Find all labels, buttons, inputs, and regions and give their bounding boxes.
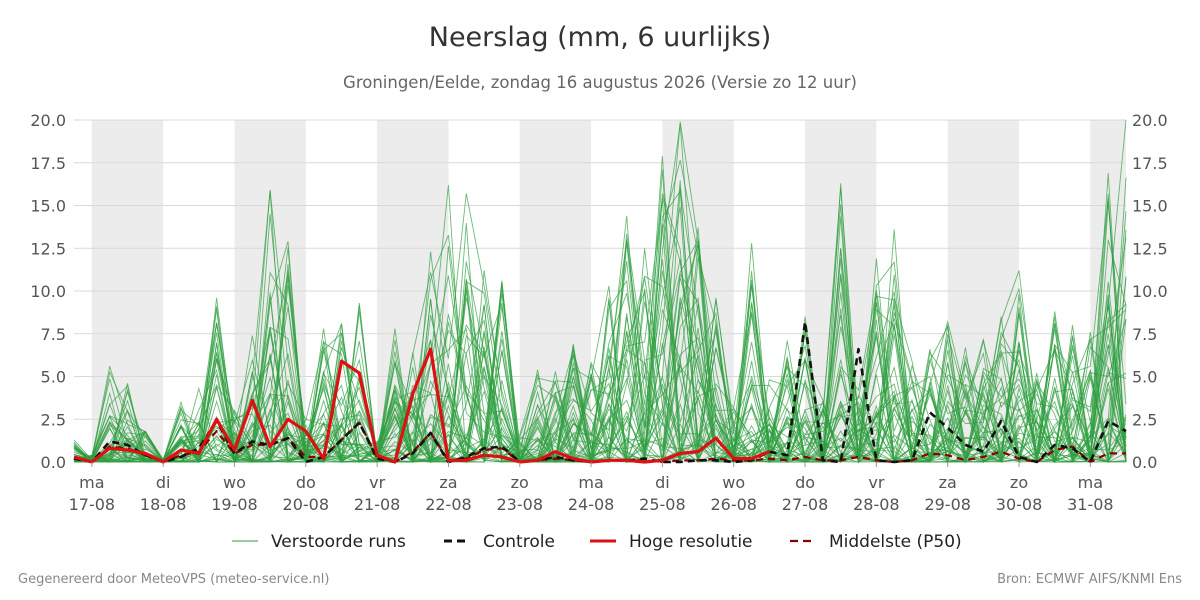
y-tick-label-right: 17.5	[1132, 154, 1168, 173]
series-line-hoge-resolutie	[73, 347, 770, 464]
x-tick-day: do	[795, 473, 815, 492]
main-lines	[73, 320, 1127, 464]
ensemble-member-line	[73, 278, 1127, 464]
y-tick-label-right: 12.5	[1132, 239, 1168, 258]
footer-source-note: Bron: ECMWF AIFS/KNMI Ens	[997, 572, 1182, 587]
x-tick-day: vr	[868, 473, 884, 492]
x-tick-date: 29-08	[924, 495, 971, 514]
y-tick-label-right: 15.0	[1132, 197, 1168, 216]
footer-generator-note: Gegenereerd door MeteoVPS (meteo-service…	[18, 572, 330, 587]
x-tick-day: vr	[369, 473, 385, 492]
x-tick-day: ma	[1078, 473, 1103, 492]
x-tick-date: 19-08	[211, 495, 258, 514]
x-tick-day: zo	[1010, 473, 1028, 492]
x-tick-date: 31-08	[1067, 495, 1114, 514]
y-tick-label-left: 0.0	[41, 453, 66, 472]
x-tick-day: zo	[511, 473, 529, 492]
chart-title: Neerslag (mm, 6 uurlijks)	[428, 22, 772, 53]
x-tick-day: ma	[578, 473, 603, 492]
x-tick-date: 20-08	[283, 495, 330, 514]
x-tick-date: 21-08	[354, 495, 401, 514]
ensemble-member-line	[73, 193, 1127, 464]
y-tick-label-right: 2.5	[1132, 410, 1157, 429]
legend-label: Middelste (P50)	[829, 532, 962, 552]
x-tick-day: wo	[722, 473, 745, 492]
legend-label: Verstoorde runs	[271, 532, 406, 552]
x-tick-day: wo	[223, 473, 246, 492]
x-tick-day: ma	[79, 473, 104, 492]
y-tick-label-left: 10.0	[30, 282, 66, 301]
series-line-middelste-p50	[73, 421, 1126, 464]
x-tick-date: 22-08	[425, 495, 472, 514]
ensemble-member-line	[73, 202, 1127, 463]
y-tick-label-right: 7.5	[1132, 325, 1157, 344]
x-tick-day: za	[939, 473, 957, 492]
ensemble-member-line	[73, 155, 1127, 463]
ensemble-member-line	[73, 177, 1127, 464]
x-tick-date: 24-08	[568, 495, 615, 514]
y-tick-label-right: 20.0	[1132, 111, 1168, 130]
ensemble-lines	[73, 119, 1127, 464]
legend-label: Controle	[483, 532, 555, 552]
x-tick-date: 25-08	[639, 495, 686, 514]
chart-subtitle: Groningen/Eelde, zondag 16 augustus 2026…	[343, 73, 857, 92]
y-tick-label-left: 20.0	[30, 111, 66, 130]
y-tick-label-left: 15.0	[30, 197, 66, 216]
x-tick-day: di	[655, 473, 670, 492]
axes: 0.0 0.0 2.5 2.5 5.0 5.0 7.5 7.5 10.0 10.0 12.5 12.5…	[30, 111, 1167, 514]
x-tick-date: 23-08	[497, 495, 544, 514]
x-tick-date: 30-08	[996, 495, 1043, 514]
x-tick-date: 27-08	[782, 495, 829, 514]
y-tick-label-left: 17.5	[30, 154, 66, 173]
y-tick-label-right: 0.0	[1132, 453, 1157, 472]
y-tick-label-left: 12.5	[30, 239, 66, 258]
x-tick-day: za	[439, 473, 457, 492]
y-tick-label-right: 5.0	[1132, 368, 1157, 387]
y-tick-label-left: 2.5	[41, 410, 66, 429]
y-tick-label-right: 10.0	[1132, 282, 1168, 301]
legend-label: Hoge resolutie	[629, 532, 753, 552]
x-tick-date: 18-08	[140, 495, 187, 514]
x-tick-date: 17-08	[69, 495, 116, 514]
ensemble-member-line	[73, 159, 1127, 463]
x-tick-day: di	[156, 473, 171, 492]
y-tick-label-left: 5.0	[41, 368, 66, 387]
ensemble-member-line	[73, 190, 1127, 463]
series-line-controle	[73, 320, 1127, 464]
x-tick-day: do	[296, 473, 316, 492]
x-tick-date: 28-08	[853, 495, 900, 514]
ensemble-member-line	[73, 247, 1127, 463]
y-tick-label-left: 7.5	[41, 325, 66, 344]
x-tick-date: 26-08	[710, 495, 757, 514]
ensemble-member-line	[73, 121, 1127, 464]
ensemble-member-line	[73, 183, 1127, 463]
legend: Verstoorde runs Controle Hoge resolutie Mid…	[232, 532, 962, 552]
